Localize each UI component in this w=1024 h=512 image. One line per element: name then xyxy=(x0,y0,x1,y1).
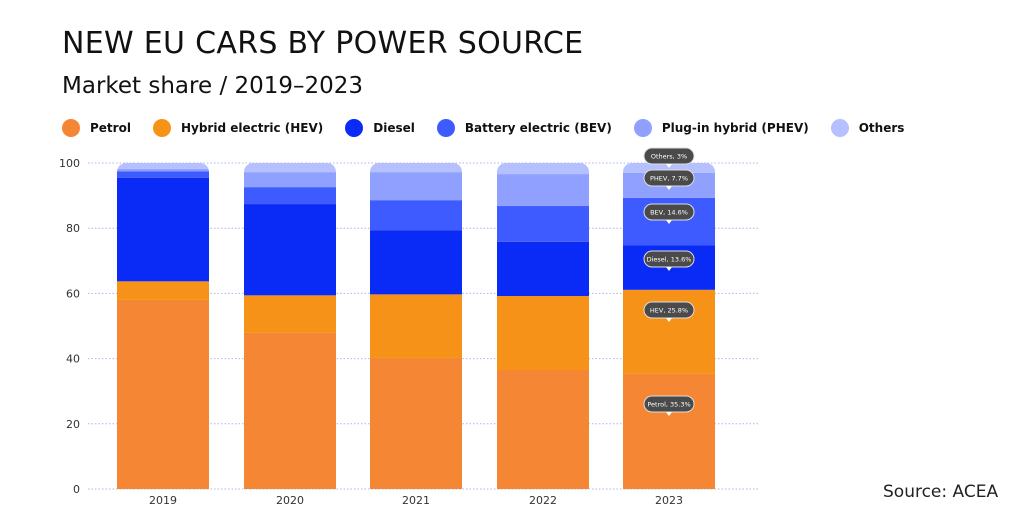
legend-swatch xyxy=(62,119,80,137)
bar-segment-petrol xyxy=(117,299,209,489)
bar-segment-battery xyxy=(370,200,462,231)
bar-segment-plug-in xyxy=(117,168,209,172)
legend-label: Others xyxy=(858,121,905,135)
bar-group xyxy=(370,163,462,489)
legend-swatch xyxy=(633,119,652,137)
bar-segment-plug-in xyxy=(244,172,336,188)
bar-segment-battery xyxy=(117,171,209,178)
legend-item: Petrol xyxy=(62,119,131,137)
bar-segment-hybrid xyxy=(497,296,589,371)
bar-segment-hybrid xyxy=(117,281,209,300)
legend-item: Others xyxy=(830,119,905,137)
bar-segment-diesel xyxy=(244,204,336,296)
tooltip-pointer xyxy=(666,318,672,322)
bar-segment-battery xyxy=(497,206,589,242)
bar-segment-others xyxy=(244,163,336,173)
tooltip-label: PHEV, 7.7% xyxy=(650,175,688,183)
bar-group xyxy=(244,163,336,489)
bar-segment-others xyxy=(370,163,462,173)
bar-segment-petrol xyxy=(244,332,336,489)
legend-swatch xyxy=(152,119,171,137)
legend-item: Plug-in hybrid (PHEV) xyxy=(633,119,809,137)
y-tick-label: 60 xyxy=(66,287,80,300)
legend-item: Diesel xyxy=(345,119,415,137)
tooltip-pointer xyxy=(666,267,672,271)
legend-swatch xyxy=(436,119,455,137)
bar-segment-diesel xyxy=(370,230,462,295)
legend: Petrol Hybrid electric (HEV) Diesel Battery… xyxy=(62,119,926,137)
bar-segment-diesel xyxy=(117,177,209,282)
tooltip-label: Diesel, 13.6% xyxy=(647,256,692,264)
annotation-tooltip: Diesel, 13.6% xyxy=(643,250,695,271)
legend-label: Hybrid electric (HEV) xyxy=(180,121,324,135)
tooltip-label: HEV, 25.8% xyxy=(650,307,688,315)
bar-segment-plug-in xyxy=(370,172,462,201)
tooltip-pointer xyxy=(666,220,672,224)
bar-segment-hybrid xyxy=(370,294,462,358)
legend-swatch xyxy=(345,119,364,137)
chart-subtitle: Market share / 2019–2023 xyxy=(62,73,364,99)
legend-item: Hybrid electric (HEV) xyxy=(152,119,324,137)
bar-segment-petrol xyxy=(623,373,715,489)
tooltip-label: BEV, 14.6% xyxy=(650,209,688,217)
y-tick-label: 40 xyxy=(66,353,80,366)
legend-item: Battery electric (BEV) xyxy=(436,119,612,137)
tooltip-label: Others, 3% xyxy=(651,153,687,161)
tooltip-label: Petrol, 35.3% xyxy=(647,401,690,409)
y-tick-label: 0 xyxy=(73,483,80,496)
y-tick-label: 80 xyxy=(66,222,80,235)
bar-segment-petrol xyxy=(497,370,589,489)
chart-title: NEW EU CARS BY POWER SOURCE xyxy=(62,26,584,61)
x-tick-label: 2022 xyxy=(529,494,557,507)
bar-segment-others xyxy=(497,163,589,175)
annotation-tooltip: Petrol, 35.3% xyxy=(643,395,695,416)
bar-segment-petrol xyxy=(370,357,462,489)
bar-segment-hybrid xyxy=(244,295,336,333)
annotation-tooltip: HEV, 25.8% xyxy=(643,301,695,322)
legend-label: Battery electric (BEV) xyxy=(464,121,612,135)
bar-segment-plug-in xyxy=(497,174,589,207)
x-tick-label: 2021 xyxy=(402,494,430,507)
legend-label: Petrol xyxy=(90,121,131,135)
tooltip-pointer xyxy=(666,164,672,168)
bar-segment-diesel xyxy=(497,241,589,297)
legend-label: Plug-in hybrid (PHEV) xyxy=(661,121,809,135)
annotation-tooltip: BEV, 14.6% xyxy=(643,203,695,224)
bar-group xyxy=(497,163,589,489)
y-tick-label: 100 xyxy=(59,157,80,170)
legend-label: Diesel xyxy=(373,121,415,135)
bar-segment-others xyxy=(117,163,209,169)
legend-swatch xyxy=(830,119,849,137)
annotation-tooltip: PHEV, 7.7% xyxy=(643,169,695,190)
annotation-tooltip: Others, 3% xyxy=(643,147,695,168)
x-tick-label: 2023 xyxy=(655,494,683,507)
tooltip-pointer xyxy=(666,186,672,190)
source-note: Source: ACEA xyxy=(883,482,999,502)
y-tick-label: 20 xyxy=(66,418,80,431)
x-tick-label: 2019 xyxy=(149,494,177,507)
bar-group xyxy=(623,163,715,489)
bar-group xyxy=(117,163,209,489)
tooltip-pointer xyxy=(666,412,672,416)
x-tick-label: 2020 xyxy=(276,494,304,507)
bar-segment-battery xyxy=(244,187,336,205)
